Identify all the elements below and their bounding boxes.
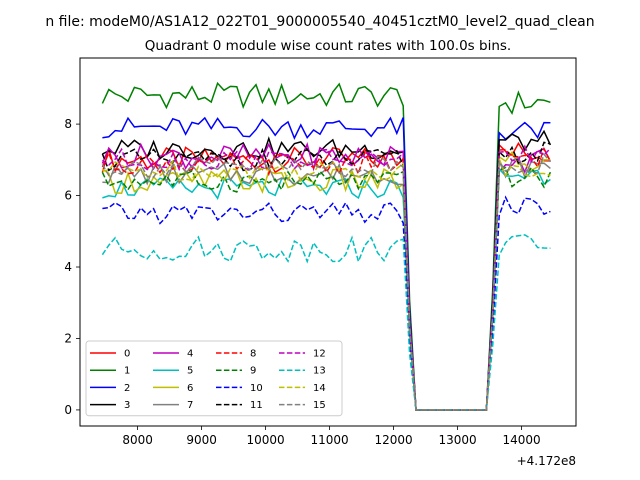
chart-title: Quadrant 0 module wise count rates with …	[145, 38, 511, 54]
legend-label-6: 6	[187, 383, 193, 394]
figure-suptitle: n file: modeM0/AS1A12_022T01_9000005540_…	[45, 14, 594, 30]
plot-frame	[79, 57, 577, 427]
legend-label-15: 15	[313, 400, 326, 411]
legend-label-5: 5	[187, 366, 193, 377]
y-axis: 0 2 4 6 8	[64, 117, 80, 417]
x-tick-label: 9000	[186, 433, 217, 447]
series-line-15	[101, 152, 551, 411]
x-tick-label: 10000	[247, 433, 285, 447]
x-offset-label: +4.172e8	[517, 454, 576, 468]
legend-label-7: 7	[187, 400, 193, 411]
x-tick-label: 14000	[503, 433, 541, 447]
y-tick-label: 4	[64, 260, 72, 274]
legend-label-14: 14	[313, 383, 326, 394]
x-tick-label: 13000	[439, 433, 477, 447]
legend-label-9: 9	[250, 366, 256, 377]
legend-box	[85, 340, 343, 417]
y-tick-label: 2	[64, 331, 72, 345]
x-tick-label: 11000	[311, 433, 349, 447]
legend-label-12: 12	[313, 349, 326, 360]
x-tick-label: 8000	[122, 433, 153, 447]
series-line-13	[101, 234, 551, 411]
y-tick-label: 0	[64, 403, 72, 417]
legend-label-8: 8	[250, 349, 256, 360]
y-tick-label: 6	[64, 189, 72, 203]
x-axis: 8000 9000 10000 11000 12000 13000 14000	[122, 426, 541, 447]
legend-label-1: 1	[124, 366, 130, 377]
y-tick-label: 8	[64, 117, 72, 131]
legend-label-11: 11	[250, 400, 263, 411]
x-tick-label: 12000	[375, 433, 413, 447]
legend-label-2: 2	[124, 383, 130, 394]
legend-label-13: 13	[313, 366, 326, 377]
legend-label-10: 10	[250, 383, 263, 394]
legend-label-4: 4	[187, 349, 193, 360]
legend-label-3: 3	[124, 400, 130, 411]
series-line-10	[102, 195, 551, 411]
series-layer	[101, 81, 552, 411]
legend-label-0: 0	[124, 349, 130, 360]
